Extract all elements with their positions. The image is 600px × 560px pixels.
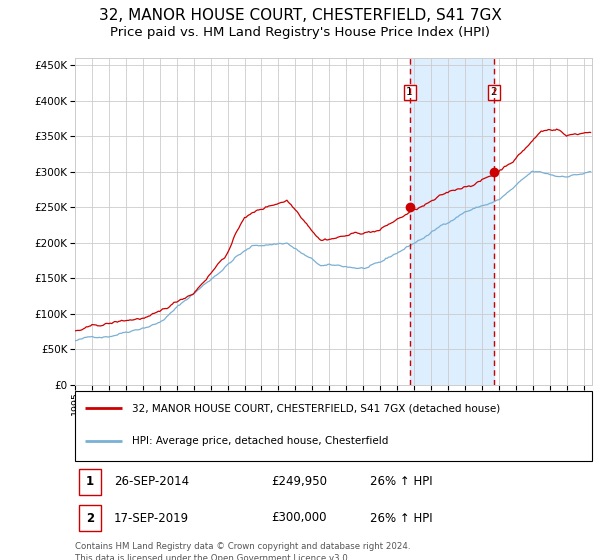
Bar <box>410 58 494 385</box>
Text: 26% ↑ HPI: 26% ↑ HPI <box>370 511 433 525</box>
Text: Price paid vs. HM Land Registry's House Price Index (HPI): Price paid vs. HM Land Registry's House … <box>110 26 490 39</box>
Text: HPI: Average price, detached house, Chesterfield: HPI: Average price, detached house, Ches… <box>132 436 388 446</box>
Text: 32, MANOR HOUSE COURT, CHESTERFIELD, S41 7GX (detached house): 32, MANOR HOUSE COURT, CHESTERFIELD, S41… <box>132 403 500 413</box>
Text: 1: 1 <box>406 87 413 97</box>
Text: £249,950: £249,950 <box>271 475 328 488</box>
FancyBboxPatch shape <box>79 505 101 531</box>
FancyBboxPatch shape <box>79 469 101 494</box>
Text: 26-SEP-2014: 26-SEP-2014 <box>114 475 189 488</box>
FancyBboxPatch shape <box>75 391 592 460</box>
Text: 2: 2 <box>86 511 94 525</box>
Text: 32, MANOR HOUSE COURT, CHESTERFIELD, S41 7GX: 32, MANOR HOUSE COURT, CHESTERFIELD, S41… <box>98 8 502 23</box>
Text: £300,000: £300,000 <box>271 511 327 525</box>
Text: 26% ↑ HPI: 26% ↑ HPI <box>370 475 433 488</box>
Text: Contains HM Land Registry data © Crown copyright and database right 2024.
This d: Contains HM Land Registry data © Crown c… <box>75 542 410 560</box>
Text: 1: 1 <box>86 475 94 488</box>
Text: 17-SEP-2019: 17-SEP-2019 <box>114 511 189 525</box>
Text: 2: 2 <box>491 87 497 97</box>
